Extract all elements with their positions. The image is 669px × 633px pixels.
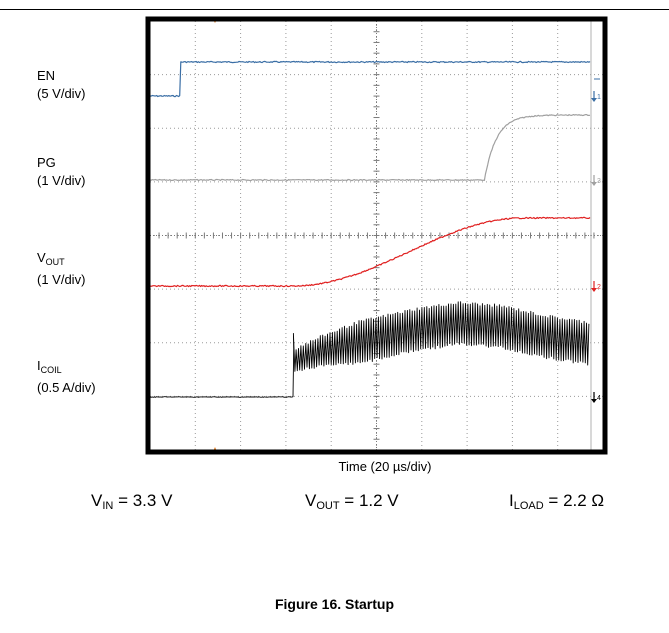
marker-icoil: 4 [591, 392, 601, 403]
marker-en: 1 [591, 91, 601, 102]
trace-layer [149, 60, 591, 398]
pg-label-name: PG [37, 155, 56, 170]
vout-label-name: VOUT [37, 250, 65, 267]
marker-arrow [591, 98, 597, 102]
pg-label: PG (1 V/div) [37, 154, 85, 190]
iload-condition: ILOAD = 2.2 Ω [509, 491, 605, 512]
trace-vout [149, 216, 591, 288]
en-label-scale: (5 V/div) [37, 86, 86, 101]
icoil-label: ICOIL (0.5 A/div) [37, 357, 96, 397]
vout-label: VOUT (1 V/div) [37, 249, 85, 289]
trace-pg [149, 114, 591, 182]
trace-en [149, 60, 591, 98]
icoil-label-name: ICOIL [37, 358, 62, 375]
marker-arrow [591, 182, 597, 186]
marker-vout: 2 [591, 281, 601, 292]
scope-frame [145, 16, 608, 455]
header-rule [0, 9, 669, 10]
marker-number: 4 [597, 395, 601, 402]
trace-icoil [149, 301, 590, 398]
time-axis-label: Time (20 µs/div) [338, 459, 432, 474]
marker-number: 2 [597, 284, 601, 291]
marker-arrow [591, 399, 597, 403]
figure-caption: Figure 16. Startup [274, 596, 395, 612]
marker-arrow [591, 288, 597, 292]
en-label: EN (5 V/div) [37, 67, 85, 103]
vin-condition: VIN = 3.3 V [91, 491, 173, 512]
icoil-label-scale: (0.5 A/div) [37, 380, 96, 395]
pg-label-scale: (1 V/div) [37, 173, 86, 188]
vout-condition: VOUT = 1.2 V [305, 491, 399, 512]
marker-number: 3 [597, 178, 601, 185]
en-label-name: EN [37, 68, 56, 83]
grid [149, 20, 604, 451]
vout-label-scale: (1 V/div) [37, 272, 86, 287]
marker-number: 1 [597, 94, 601, 101]
marker-pg: 3 [591, 175, 601, 186]
oscilloscope-plot: 1 3 2 4 [145, 16, 608, 455]
